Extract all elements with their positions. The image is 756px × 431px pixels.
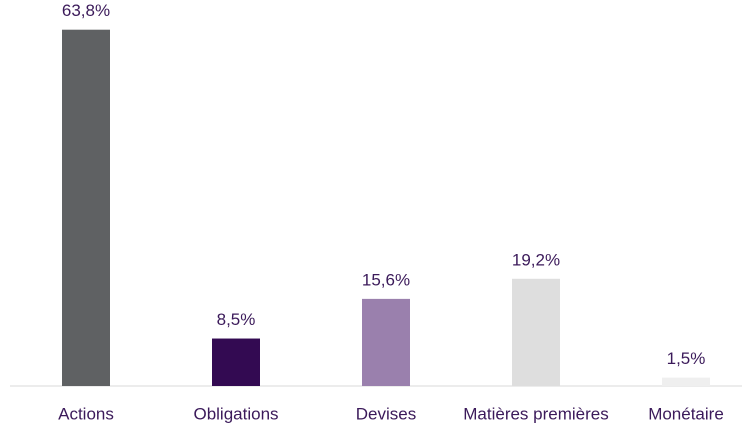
bar: [62, 29, 110, 386]
x-tick-label: Monétaire: [648, 404, 724, 423]
x-tick-label: Actions: [58, 404, 114, 423]
value-label: 19,2%: [512, 250, 560, 269]
bar: [512, 278, 560, 386]
bar: [662, 377, 710, 386]
value-label: 1,5%: [667, 349, 706, 368]
value-label: 8,5%: [217, 310, 256, 329]
x-tick-label: Devises: [356, 404, 416, 423]
x-tick-label: Obligations: [193, 404, 278, 423]
value-label: 15,6%: [362, 270, 410, 289]
x-tick-label: Matières premières: [463, 404, 609, 423]
bar: [362, 298, 410, 386]
bar: [212, 338, 260, 386]
value-label: 63,8%: [62, 1, 110, 20]
